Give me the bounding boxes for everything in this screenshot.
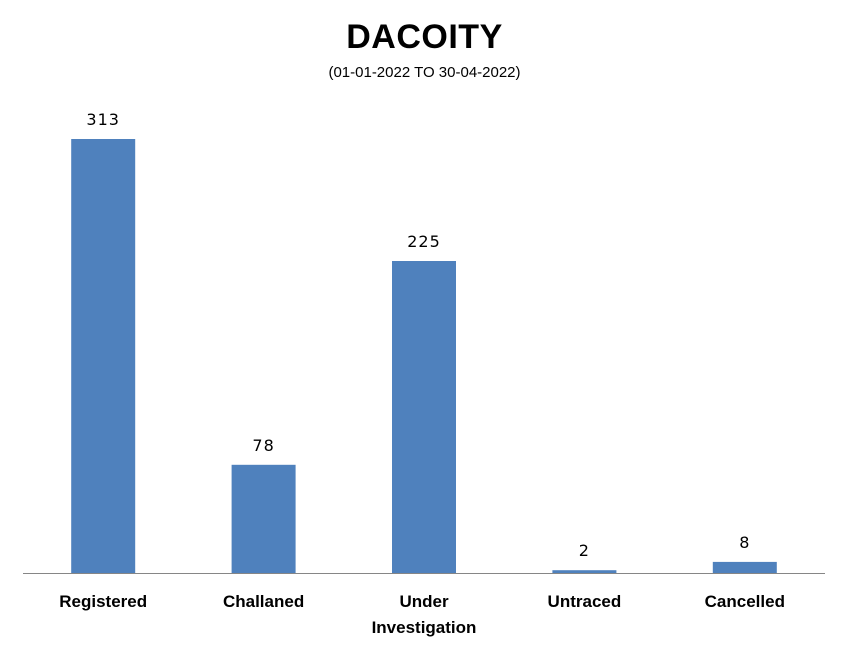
chart-subtitle: (01-01-2022 TO 30-04-2022): [328, 64, 521, 81]
category-label-2-line-1: Investigation: [372, 618, 477, 637]
data-label-2: 225: [407, 232, 441, 251]
data-label-1: 78: [252, 436, 274, 455]
bar-4: [712, 561, 777, 573]
bar-1: [231, 464, 296, 573]
data-label-3: 2: [579, 541, 590, 560]
category-label-1: Challaned: [223, 592, 304, 611]
category-label-2-line-0: Under: [399, 592, 449, 611]
bar-0: [71, 139, 136, 573]
bar-3: [552, 570, 617, 573]
data-label-0: 313: [86, 110, 120, 129]
bar-2: [392, 261, 456, 573]
data-label-4: 8: [739, 533, 750, 552]
category-label-3: Untraced: [548, 592, 622, 611]
category-label-0: Registered: [59, 592, 147, 611]
category-label-4: Cancelled: [705, 592, 785, 611]
chart-title: DACOITY: [346, 18, 503, 56]
